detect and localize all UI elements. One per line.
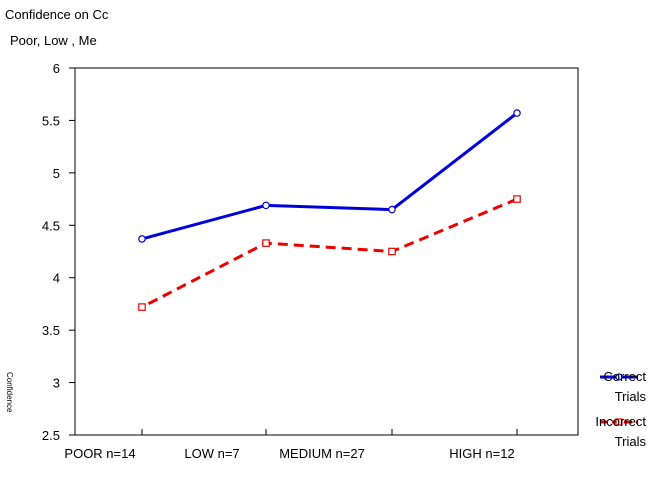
data-point xyxy=(513,109,521,117)
chart-title: Confidence on Cc xyxy=(5,7,109,22)
y-tick-label: 3.5 xyxy=(42,323,60,338)
series-line-2 xyxy=(141,197,518,309)
series-layer xyxy=(138,109,521,311)
data-point xyxy=(262,239,270,247)
data-point xyxy=(388,247,396,256)
data-point xyxy=(513,195,521,203)
y-tick-label: 4.5 xyxy=(42,218,60,233)
y-tick-label: 4 xyxy=(53,271,60,286)
x-tick-label: HIGH n=12 xyxy=(449,446,514,461)
x-tick-label: POOR n=14 xyxy=(64,446,135,461)
series-line-1 xyxy=(141,111,518,241)
data-point xyxy=(388,205,396,214)
legend: Correct Trials Incorrect Trials xyxy=(595,369,646,449)
y-axis: 2.5 3 3.5 4 4.5 5 5.5 6 xyxy=(42,61,75,443)
data-point xyxy=(138,235,146,243)
legend-label: Trials xyxy=(615,389,647,404)
y-tick-label: 5 xyxy=(53,166,60,181)
side-axis-label: Confidence xyxy=(5,372,14,413)
legend-marker xyxy=(615,373,623,381)
legend-label: Incorrect xyxy=(595,414,646,429)
x-tick-label: MEDIUM n=27 xyxy=(279,446,365,461)
legend-label: Trials xyxy=(615,434,647,449)
y-tick-label: 2.5 xyxy=(42,428,60,443)
y-tick-label: 6 xyxy=(53,61,60,76)
data-point xyxy=(262,201,270,210)
x-tick-label: LOW n=7 xyxy=(184,446,239,461)
y-tick-label: 5.5 xyxy=(42,113,60,128)
legend-marker xyxy=(615,418,623,426)
legend-label: Correct xyxy=(603,369,646,384)
chart-subtitle: Poor, Low , Me xyxy=(10,33,97,48)
x-axis: HIGH n=12 MEDIUM n=27 LOW n=7 POOR n=14 xyxy=(64,429,518,461)
plot-frame xyxy=(74,67,579,436)
data-point xyxy=(138,303,146,311)
y-tick-label: 3 xyxy=(53,376,60,391)
